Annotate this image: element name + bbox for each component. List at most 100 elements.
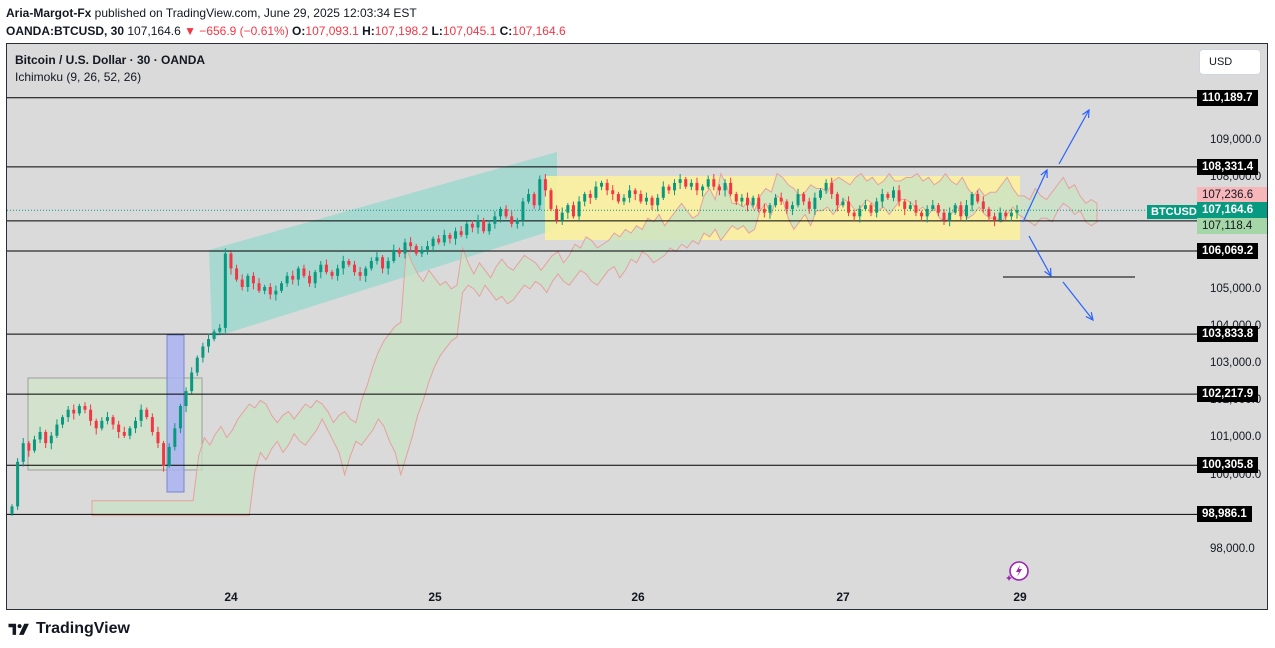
candle-body: [55, 425, 58, 436]
candle-body: [437, 239, 440, 243]
candle-body: [583, 194, 586, 201]
candle-body: [538, 179, 541, 205]
candle-body: [291, 276, 294, 280]
candle-body: [392, 250, 395, 261]
candle-body: [617, 194, 620, 201]
chart-panel[interactable]: Bitcoin / U.S. Dollar · 30 · OANDA Ichim…: [6, 43, 1268, 610]
candle-body: [280, 283, 283, 290]
candle-body: [628, 190, 631, 197]
candle-body: [825, 183, 828, 190]
candle-body: [404, 242, 407, 253]
candle-body: [375, 257, 378, 261]
candle-body: [460, 231, 463, 235]
legend-title[interactable]: Bitcoin / U.S. Dollar · 30 · OANDA: [15, 52, 205, 69]
y-tick-label: 103,000.0: [1210, 357, 1261, 369]
candle-body: [50, 436, 53, 443]
candle-body: [454, 231, 457, 238]
candle-body: [976, 194, 979, 201]
candle-body: [27, 443, 30, 450]
candle-body: [516, 220, 519, 224]
candle-body: [1004, 213, 1007, 217]
candle-body: [802, 194, 805, 201]
arrow-up-2: [1059, 110, 1089, 164]
author-name[interactable]: Aria-Margot-Fx: [6, 6, 91, 20]
candle-body: [16, 462, 19, 507]
candle-body: [987, 209, 990, 216]
brand-name: TradingView: [36, 620, 130, 638]
candle-body: [302, 268, 305, 275]
candle-body: [752, 198, 755, 205]
candle-body: [336, 268, 339, 275]
currency-button[interactable]: USD: [1199, 49, 1261, 75]
level-price-label: 102,217.9: [1197, 386, 1258, 402]
candle-body: [353, 265, 356, 272]
candle-body: [443, 235, 446, 242]
symbol-label: OANDA:BTCUSD, 30: [6, 24, 124, 38]
candle-body: [1016, 210, 1019, 212]
candle-body: [634, 190, 637, 194]
candle-body: [566, 205, 569, 212]
indicator-label[interactable]: Ichimoku (9, 26, 52, 26): [15, 69, 205, 86]
y-tick-label: 109,000.0: [1210, 134, 1261, 146]
cloud-lower-label: 107,118.4: [1197, 218, 1268, 234]
candle-body: [578, 201, 581, 216]
candle-body: [89, 410, 92, 421]
sparkle-icon[interactable]: [1005, 559, 1029, 583]
candle-body: [235, 268, 238, 279]
candle-body: [892, 190, 895, 197]
candle-body: [342, 261, 345, 268]
footer-brand[interactable]: TradingView: [8, 620, 130, 638]
candle-body: [521, 201, 524, 220]
candle-body: [791, 205, 794, 209]
candle-body: [201, 347, 204, 358]
candle-body: [505, 209, 508, 216]
candle-body: [718, 187, 721, 191]
candle-body: [943, 213, 946, 220]
candle-body: [780, 198, 783, 202]
candle-body: [533, 194, 536, 205]
candle-body: [44, 432, 47, 443]
level-price-label: 110,189.7: [1197, 90, 1258, 106]
candle-body: [252, 276, 255, 283]
candle-body: [106, 417, 109, 421]
candle-body: [370, 261, 373, 268]
candle-body: [123, 432, 126, 436]
candle-body: [145, 410, 148, 417]
chart-header: Aria-Margot-Fx published on TradingView.…: [6, 4, 566, 40]
candle-body: [673, 183, 676, 190]
candle-body: [151, 417, 154, 432]
candle-body: [168, 447, 171, 466]
candle-body: [381, 257, 384, 268]
candle-body: [67, 410, 70, 417]
publish-info: published on TradingView.com, June 29, 2…: [91, 6, 416, 20]
candle-body: [83, 406, 86, 410]
candle-body: [72, 410, 75, 414]
symbol-price-tag: BTCUSD: [1147, 205, 1201, 219]
candle-body: [33, 439, 36, 450]
candle-body: [847, 201, 850, 212]
level-price-label: 100,305.8: [1197, 457, 1258, 473]
candle-body: [735, 194, 738, 201]
candle-body: [549, 190, 552, 209]
candle-body: [61, 417, 64, 424]
candle-body: [465, 224, 468, 235]
candle-body: [493, 216, 496, 223]
candle-body: [959, 205, 962, 216]
candle-body: [797, 194, 800, 205]
candle-body: [448, 235, 451, 239]
candle-body: [898, 190, 901, 201]
price-chart[interactable]: [7, 44, 1268, 610]
candle-body: [196, 358, 199, 373]
candle-body: [954, 205, 957, 212]
candle-body: [864, 205, 867, 209]
candle-body: [134, 421, 137, 428]
candle-body: [999, 213, 1002, 220]
candle-body: [173, 428, 176, 447]
candle-body: [308, 276, 311, 283]
candle-body: [11, 506, 14, 513]
candle-body: [78, 406, 81, 413]
candle-body: [286, 276, 289, 283]
candle-body: [314, 272, 317, 283]
candle-body: [724, 183, 727, 190]
candle-body: [611, 190, 614, 194]
